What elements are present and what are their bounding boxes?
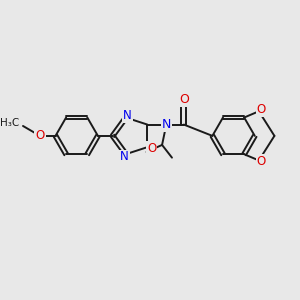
Text: O: O [256,103,266,116]
Text: N: N [123,109,132,122]
Text: N: N [162,118,171,131]
Text: N: N [120,151,129,164]
Text: O: O [35,129,45,142]
Text: H₃C: H₃C [0,118,19,128]
Text: O: O [179,93,189,106]
Text: O: O [256,155,266,168]
Text: O: O [147,142,156,155]
